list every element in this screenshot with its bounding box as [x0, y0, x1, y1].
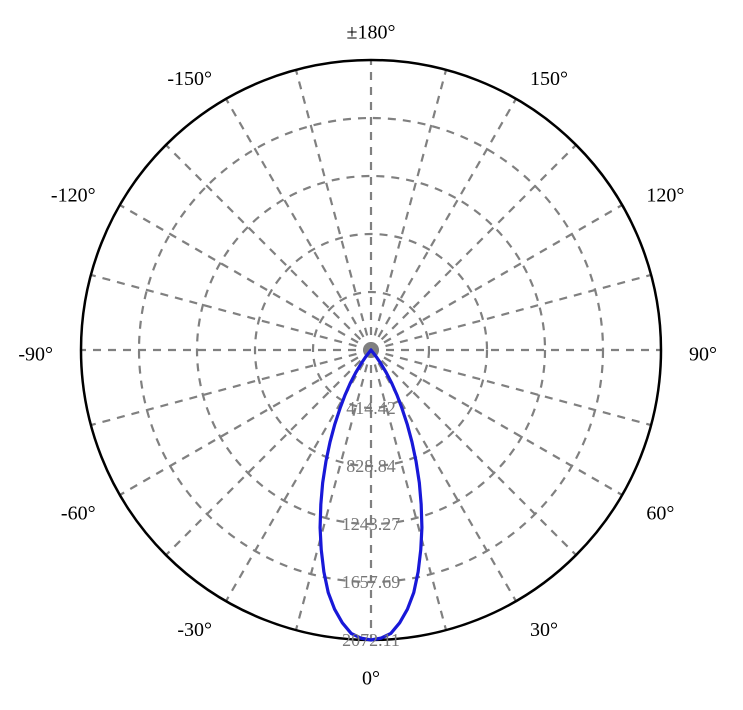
- radial-label: 2072.11: [342, 630, 400, 650]
- radial-label: 1657.69: [342, 572, 401, 592]
- angle-label: -150°: [167, 68, 212, 90]
- radial-label: 414.42: [346, 398, 396, 418]
- angle-label: 30°: [530, 619, 558, 641]
- angle-label: -120°: [51, 185, 96, 207]
- angle-label: 150°: [530, 68, 568, 90]
- angle-label: -60°: [61, 503, 96, 525]
- angle-label: 120°: [646, 185, 684, 207]
- radial-label: 1243.27: [342, 514, 401, 534]
- angle-label: -30°: [177, 619, 212, 641]
- angle-label: ±180°: [347, 22, 396, 44]
- polar-chart: 414.42 828.84 1243.27 1657.69 2072.11 ±180° 15…: [0, 0, 743, 705]
- radial-label: 828.84: [346, 456, 396, 476]
- angle-label: -90°: [18, 344, 53, 366]
- angle-label: 0°: [362, 668, 380, 690]
- polar-chart-svg: 414.42 828.84 1243.27 1657.69 2072.11 ±180° 15…: [0, 0, 743, 705]
- angle-label: 90°: [689, 344, 717, 366]
- angle-label: 60°: [646, 503, 674, 525]
